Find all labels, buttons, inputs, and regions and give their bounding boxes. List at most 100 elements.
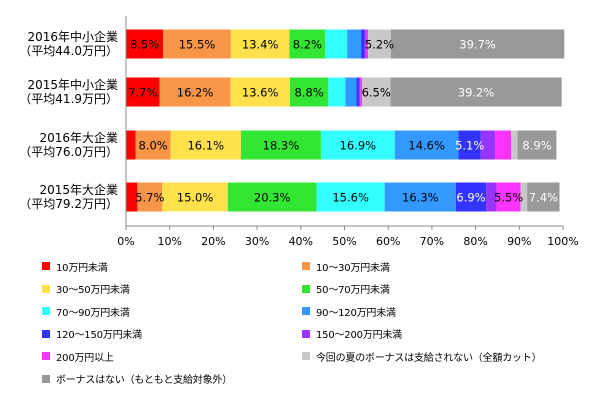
x-tick-label: 10% <box>157 235 181 248</box>
legend-label: 200万円以上 <box>56 352 114 364</box>
bar-segment <box>364 29 366 59</box>
data-label: 7.4% <box>529 191 558 205</box>
bar-segment <box>320 130 395 160</box>
bar-segment <box>345 77 357 107</box>
data-label: 8.9% <box>522 139 551 153</box>
legend-item: 90～120万円未満 <box>302 303 396 319</box>
x-tick-label: 20% <box>201 235 225 248</box>
x-tick-label: 30% <box>245 235 269 248</box>
bar-segment <box>126 182 138 212</box>
legend-label: 70～90万円未満 <box>56 307 130 319</box>
legend-swatch <box>302 307 310 315</box>
legend-label: 30～50万円未満 <box>56 285 130 296</box>
legend-swatch <box>42 374 50 383</box>
bar-segment <box>520 182 528 212</box>
bar-segment <box>496 182 521 212</box>
data-label: 5.2% <box>365 38 394 52</box>
data-label: 8.2% <box>293 38 322 52</box>
category-label: （平均44.0万円） <box>19 44 118 58</box>
x-tick-label: 0% <box>117 235 134 248</box>
data-label: 5.5% <box>494 191 523 205</box>
bar-segment <box>361 29 365 59</box>
category-label: （平均41.9万円） <box>19 92 118 106</box>
legend-label: ボーナスはない（もともと支給対象外） <box>56 375 232 386</box>
category-label: 2016年大企業 <box>39 130 118 145</box>
legend-swatch <box>42 284 50 293</box>
x-tick-label: 90% <box>507 235 531 248</box>
legend-item: 120～150万円未満 <box>42 326 142 342</box>
bar-segment <box>230 29 290 59</box>
bar-segment <box>289 29 326 59</box>
data-label: 13.6% <box>242 86 279 100</box>
bar-segment <box>126 130 136 160</box>
legend-swatch <box>42 329 50 338</box>
bar-segment <box>356 77 359 107</box>
legend-label: 今回の夏のボーナスは支給されない（全額カット） <box>316 352 542 364</box>
legend-item: ボーナスはない（もともと支給対象外） <box>42 371 232 387</box>
bar-segment <box>527 182 560 212</box>
data-label: 18.3% <box>263 139 300 153</box>
stacked-bar-chart: 2016年中小企業（平均44.0万円） 2015年中小企業（平均41.9万円） 20… <box>19 16 579 248</box>
bar-segment <box>240 130 321 160</box>
bar-segment <box>510 130 518 160</box>
x-tick-label: 50% <box>332 235 356 248</box>
bar-segment <box>384 182 456 212</box>
data-label: 8.8% <box>294 86 323 100</box>
bar-segment <box>135 130 171 160</box>
data-label: 8.0% <box>138 139 167 153</box>
bar-segment <box>230 77 290 107</box>
data-label: 16.1% <box>187 139 224 153</box>
legend-label: 10万円未満 <box>56 262 108 274</box>
legend-item: 今回の夏のボーナスは支給されない（全額カット） <box>302 348 542 364</box>
x-tick-label: 80% <box>463 235 487 248</box>
x-tick-label: 40% <box>289 235 313 248</box>
data-label: 15.0% <box>177 191 214 205</box>
legend-swatch <box>42 262 50 270</box>
bar-segment <box>170 130 241 160</box>
data-label: 8.5% <box>130 38 159 52</box>
legend-swatch <box>302 284 310 293</box>
bar-segment <box>325 29 348 59</box>
legend-label: 10～30万円未満 <box>316 262 390 274</box>
bar-segment <box>361 77 391 107</box>
x-tick-label: 70% <box>420 235 444 248</box>
category-label: 2016年中小企業 <box>27 29 118 44</box>
x-tick-label: 100% <box>547 235 578 248</box>
bar-segment <box>163 29 231 59</box>
bar-segment <box>162 182 228 212</box>
bar-segment <box>368 29 391 59</box>
category-label: 2015年大企業 <box>39 182 118 197</box>
legend-swatch <box>302 352 310 360</box>
data-label: 6.5% <box>362 86 391 100</box>
bar-segment <box>358 77 361 107</box>
bar-segment <box>390 29 565 59</box>
bar-segment <box>458 130 481 160</box>
data-label: 15.6% <box>332 191 369 205</box>
bar-segment <box>289 77 329 107</box>
legend-label: 50～70万円未満 <box>316 285 390 296</box>
legend-item: 50～70万円未満 <box>302 281 390 297</box>
category-label: （平均76.0万円） <box>19 145 118 159</box>
category-label: （平均79.2万円） <box>19 197 118 211</box>
category-label: 2015年中小企業 <box>27 77 118 92</box>
data-label: 13.4% <box>242 38 279 52</box>
bar-segment <box>365 29 369 59</box>
legend-swatch <box>42 307 50 315</box>
legend-item: 10万円未満 <box>42 258 108 274</box>
data-label: 6.9% <box>456 191 485 205</box>
data-label: 16.3% <box>402 191 439 205</box>
bar-segment <box>390 77 562 107</box>
legend-swatch <box>302 262 310 270</box>
bar-segment <box>316 182 385 212</box>
bar-segment <box>455 182 487 212</box>
data-label: 39.2% <box>458 86 495 100</box>
x-tick-label: 60% <box>376 235 400 248</box>
data-label: 5.1% <box>455 139 484 153</box>
bar-segment <box>360 77 362 107</box>
bar-segment <box>486 182 497 212</box>
bar-segment <box>328 77 346 107</box>
bar-segment <box>394 130 459 160</box>
data-label: 20.3% <box>254 191 291 205</box>
bar-segment <box>159 77 231 107</box>
data-label: 14.6% <box>408 139 445 153</box>
